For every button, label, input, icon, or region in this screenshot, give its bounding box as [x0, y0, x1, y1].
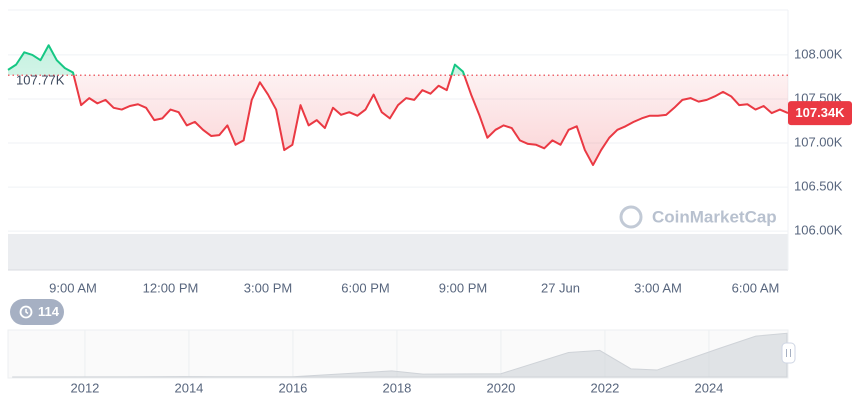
reference-label: 107.77K — [16, 73, 65, 88]
navigator: 2012 2014 2016 2018 2020 2022 2024 — [12, 330, 788, 395]
history-button[interactable]: 114 — [10, 299, 64, 325]
x-tick-label: 2020 — [486, 380, 515, 395]
history-count[interactable]: 114 — [38, 304, 60, 319]
x-tick-label: 2012 — [70, 380, 99, 395]
volume-band — [8, 234, 788, 270]
watermark: CoinMarketCap — [652, 207, 777, 226]
main-plot: 106.00K106.50K107.00K107.50K108.00K9:00 … — [7, 9, 852, 295]
y-tick-label: 108.00K — [794, 46, 843, 61]
x-tick-label: 2022 — [590, 380, 619, 395]
area-below — [8, 75, 788, 166]
price-line-down — [72, 75, 789, 167]
watermark-logo — [619, 205, 643, 229]
x-tick-label: 6:00 AM — [732, 280, 780, 295]
area-above — [8, 45, 465, 76]
x-tick-label: 3:00 PM — [244, 280, 292, 295]
x-tick-label: 12:00 PM — [143, 280, 199, 295]
logo-ring — [619, 205, 643, 229]
x-tick-label: 2024 — [694, 380, 723, 395]
x-tick-label: 9:00 AM — [49, 280, 97, 295]
navigator-handle[interactable] — [781, 342, 796, 364]
x-tick-label: 2016 — [278, 380, 307, 395]
y-tick-label: 106.50K — [794, 179, 843, 194]
price-badge-label: 107.34K — [795, 105, 845, 120]
price-badge — [788, 101, 852, 126]
history-area — [12, 332, 788, 378]
x-tick-label: 3:00 AM — [634, 280, 682, 295]
x-tick-label: 2014 — [174, 380, 203, 395]
y-tick-label: 106.00K — [794, 223, 843, 238]
x-tick-label: 6:00 PM — [341, 280, 389, 295]
y-tick-label: 107.00K — [794, 134, 843, 149]
x-tick-label: 27 Jun — [541, 280, 580, 295]
x-tick-label: 2018 — [382, 380, 411, 395]
x-tick-label: 9:00 PM — [439, 280, 487, 295]
